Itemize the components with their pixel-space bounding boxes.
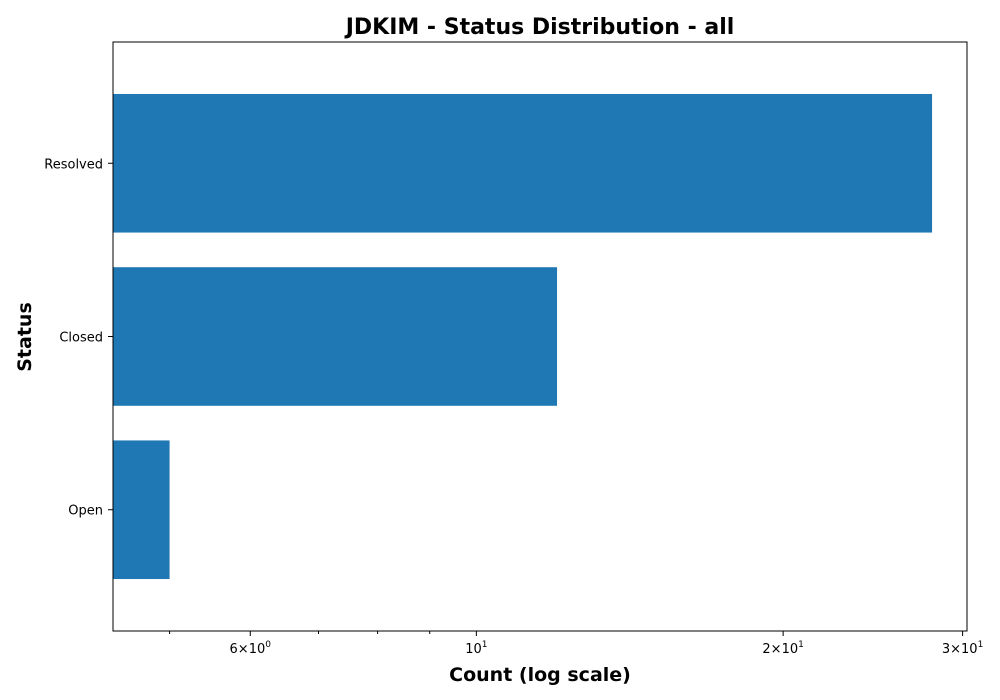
y-axis-label: Status xyxy=(14,302,36,372)
x-tick-label: 2×101 xyxy=(762,640,803,657)
y-tick-label-resolved: Resolved xyxy=(44,157,103,172)
chart-title: JDKIM - Status Distribution - all xyxy=(344,15,735,40)
x-axis-ticks: 6×100 101 2×101 3×101 xyxy=(169,631,983,657)
x-axis-label: Count (log scale) xyxy=(449,664,631,686)
x-tick-label: 101 xyxy=(465,640,487,657)
x-tick-label: 6×100 xyxy=(230,640,272,657)
x-tick-label: 3×101 xyxy=(942,640,983,657)
y-tick-label-open: Open xyxy=(68,504,103,519)
bar-closed xyxy=(113,267,558,406)
y-tick-label-closed: Closed xyxy=(59,331,103,346)
y-axis-ticks: Resolved Closed Open xyxy=(44,157,113,519)
bars-group xyxy=(113,93,933,580)
bar-open xyxy=(113,440,170,580)
bar-resolved xyxy=(113,93,933,233)
